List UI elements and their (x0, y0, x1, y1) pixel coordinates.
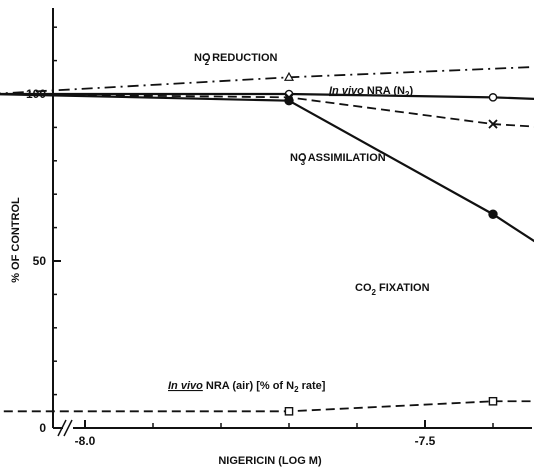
x-axis-title: NIGERICIN (LOG M) (218, 455, 322, 467)
x-tick-label: -7.5 (415, 434, 436, 448)
data-point (488, 396, 498, 406)
series-line (0, 92, 534, 100)
series-line (0, 93, 534, 128)
data-point (284, 407, 294, 416)
series-line (0, 66, 534, 95)
y-tick-label: 0 (39, 421, 46, 435)
y-axis-title: % OF CONTROL (10, 197, 22, 283)
plot-frame (52, 8, 532, 437)
series-label-co2-fixation: CO2 FIXATION (355, 282, 430, 297)
series-4 (0, 396, 534, 416)
series-3 (0, 93, 534, 243)
series-line (0, 400, 534, 413)
data-point (283, 71, 295, 81)
axis-break-marker (57, 419, 73, 437)
series-label-in-vivo-nra-n2: In vivo NRA (N2) (329, 85, 413, 99)
series-0 (0, 66, 534, 95)
x-axis-ticks: -8.0-7.5-7.0 (75, 420, 494, 448)
series-layer (0, 66, 534, 416)
series-label-in-vivo-nra-air: In vivo NRA (air) [% of N2 rate] (168, 380, 326, 394)
data-point (488, 119, 498, 129)
series-line (0, 93, 534, 243)
y-tick-label: 50 (33, 254, 47, 268)
series-label-no3-assimilation: NO− 3 ASSIMILATION (290, 151, 386, 167)
data-point (488, 209, 498, 219)
data-point (284, 95, 294, 106)
data-point (488, 93, 498, 102)
series-label-no2-reduction: NO− 2 REDUCTION (194, 51, 278, 67)
x-tick-label: -8.0 (75, 434, 96, 448)
